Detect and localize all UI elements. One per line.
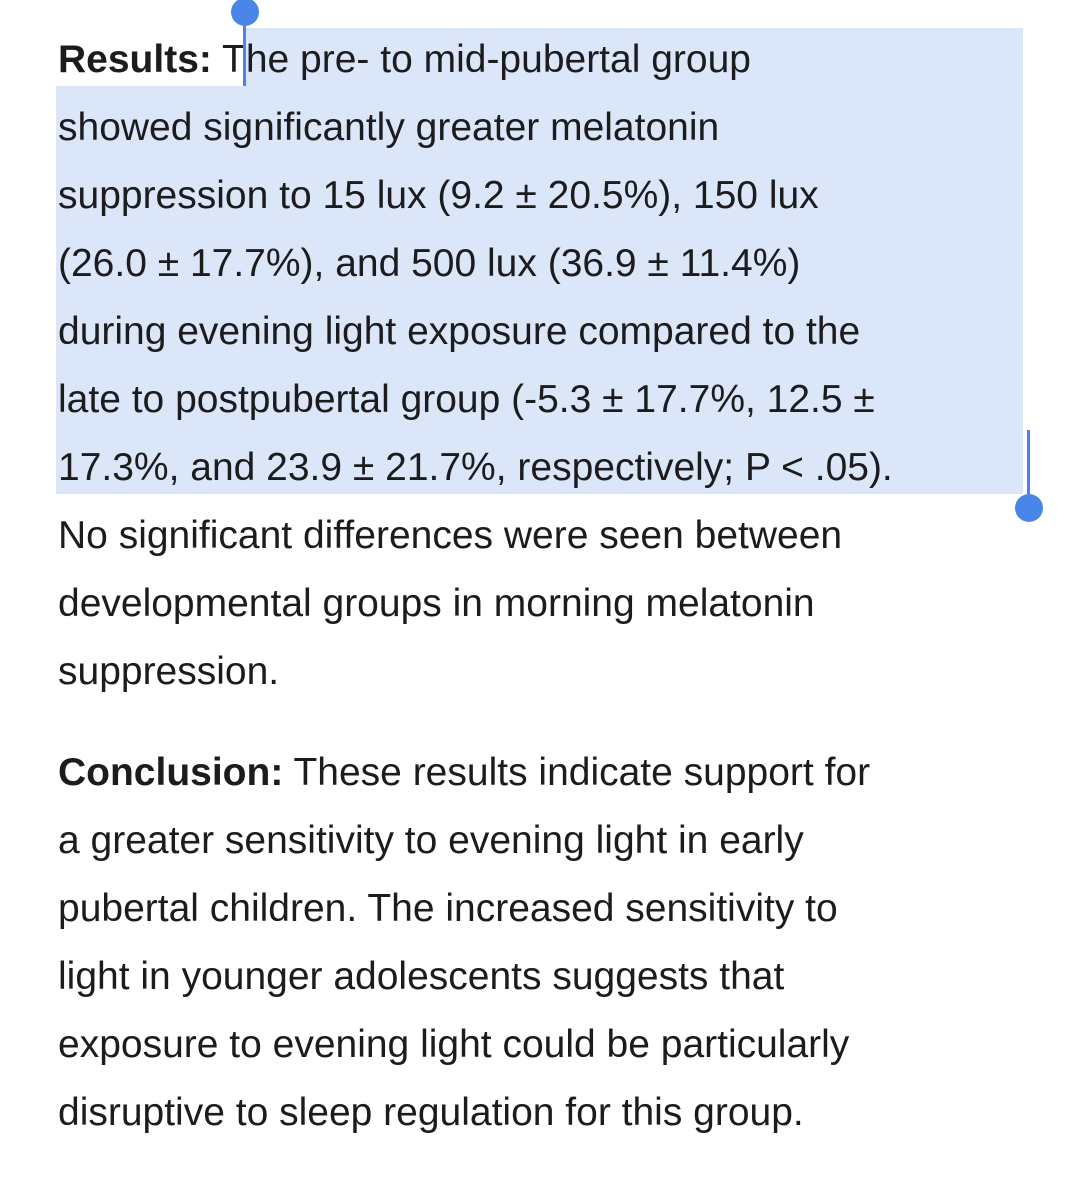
text-line: pubertal children. The increased sensiti… [58,875,838,943]
text-line: No significant differences were seen bet… [58,502,842,570]
paragraph-text: These results indicate support for [293,751,871,794]
text-line: late to postpubertal group (-5.3 ± 17.7%… [58,366,875,434]
text-line: during evening light exposure compared t… [58,298,860,366]
text-line: (26.0 ± 17.7%), and 500 lux (36.9 ± 11.4… [58,230,800,298]
section-label: Results: [58,38,212,81]
paragraph-text: The pre- to mid-pubertal group [222,38,751,81]
selected-text: showed significantly greater melatonin [58,106,720,149]
selected-text: 17.3%, and 23.9 ± 21.7%, respectively; P… [58,446,893,489]
text-line: exposure to evening light could be parti… [58,1011,849,1079]
selection-highlight [245,28,1023,86]
text-line: 17.3%, and 23.9 ± 21.7%, respectively; P… [58,434,893,502]
paragraph-text: light in younger adolescents suggests th… [58,955,785,998]
selection-highlight [56,86,1023,494]
selection-start-handle[interactable] [243,12,246,86]
paragraph-text: No significant differences were seen bet… [58,514,843,557]
paragraph-text: exposure to evening light could be parti… [58,1023,850,1066]
text-line: Results: The pre- to mid-pubertal group [58,26,751,94]
selected-text: suppression to 15 lux (9.2 ± 20.5%), 150… [58,174,819,217]
selection-start-knob[interactable] [231,0,259,26]
selected-text: during evening light exposure compared t… [58,310,861,353]
selected-text: late to postpubertal group (-5.3 ± 17.7%… [58,378,875,421]
paragraph-text: disruptive to sleep regulation for this … [58,1091,804,1134]
selection-end-knob[interactable] [1015,494,1043,522]
text-line: disruptive to sleep regulation for this … [58,1079,804,1147]
paragraph-text: a greater sensitivity to evening light i… [58,819,804,862]
text-line: a greater sensitivity to evening light i… [58,807,804,875]
text-line: Conclusion: These results indicate suppo… [58,739,870,807]
text-line: developmental groups in morning melatoni… [58,570,815,638]
paragraph-text: pubertal children. The increased sensiti… [58,887,838,930]
text-line: suppression to 15 lux (9.2 ± 20.5%), 150… [58,162,819,230]
text-line: suppression. [58,638,279,706]
paragraph-text: developmental groups in morning melatoni… [58,582,815,625]
section-label: Conclusion: [58,751,284,794]
selection-end-handle[interactable] [1027,430,1030,498]
selected-text: (26.0 ± 17.7%), and 500 lux (36.9 ± 11.4… [58,242,801,285]
text-line: showed significantly greater melatonin [58,94,719,162]
text-line: light in younger adolescents suggests th… [58,943,784,1011]
paragraph-text: suppression. [58,650,280,693]
